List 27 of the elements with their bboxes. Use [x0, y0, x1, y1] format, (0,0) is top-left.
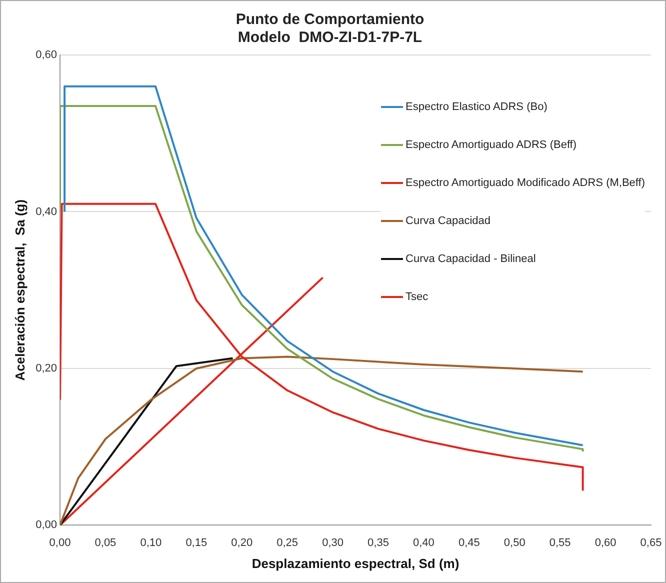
legend-label: Espectro Amortiguado Modificado ADRS (M,Beff): [406, 177, 645, 189]
legend-label: Espectro Elastico ADRS (Bo): [406, 101, 548, 113]
x-tick-label: 0,40: [412, 536, 434, 549]
y-tick-label: 0,60: [36, 49, 58, 62]
x-tick-label: 0,65: [640, 536, 662, 549]
x-tick-label: 0,30: [322, 536, 344, 549]
y-axis-title: Aceleración espectral, Sa (g): [12, 199, 28, 381]
y-tick-label: 0,00: [36, 519, 58, 532]
x-tick-label: 0,45: [458, 536, 480, 549]
x-axis-title: Desplazamiento espectral, Sd (m): [252, 556, 460, 571]
x-tick-label: 0,00: [49, 536, 71, 549]
x-tick-label: 0,10: [140, 536, 162, 549]
y-tick-label: 0,40: [36, 206, 58, 218]
x-tick-label: 0,60: [594, 536, 616, 549]
x-tick-label: 0,25: [276, 536, 298, 549]
x-tick-label: 0,35: [368, 536, 389, 549]
legend-label: Curva Capacidad - Bilineal: [406, 253, 536, 265]
y-tick-label: 0,20: [36, 362, 58, 374]
x-tick-label: 0,55: [549, 536, 571, 549]
legend-label: Curva Capacidad: [406, 215, 491, 227]
x-tick-label: 0,15: [186, 536, 208, 549]
x-tick-label: 0,50: [504, 536, 526, 549]
legend-label: Espectro Amortiguado ADRS (Beff): [406, 139, 577, 151]
legend-label: Tsec: [406, 291, 428, 303]
x-tick-label: 0,05: [94, 536, 116, 549]
chart-title: Punto de Comportamiento Modelo DMO-ZI-D1-7P-7L: [236, 11, 424, 46]
x-tick-label: 0,20: [231, 536, 253, 549]
